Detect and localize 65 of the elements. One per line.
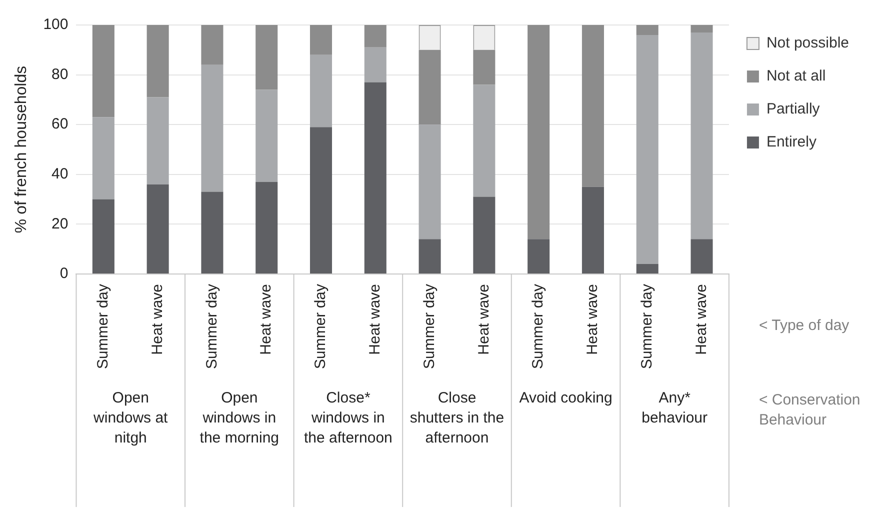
bar bbox=[146, 97, 169, 184]
bar bbox=[364, 82, 386, 274]
x-tick-label: Summer day bbox=[530, 283, 547, 370]
text: Close shutters in the afternoon bbox=[410, 390, 504, 447]
bar bbox=[364, 47, 386, 82]
bar bbox=[582, 25, 604, 187]
legend-label: Partially bbox=[766, 100, 820, 118]
bar bbox=[690, 32, 713, 240]
x-tick-label: Heat wave bbox=[366, 284, 384, 355]
bar bbox=[310, 25, 332, 55]
legend-label: Entirely bbox=[766, 134, 817, 151]
bar bbox=[473, 196, 496, 274]
x-tick-label: Heat wave bbox=[475, 284, 492, 355]
text: < Conservation Behaviour bbox=[758, 392, 860, 429]
x-tick-label: Heat wave bbox=[584, 284, 602, 355]
y-tick-label: 20 bbox=[52, 215, 68, 232]
x-tick-label: Summer day bbox=[638, 283, 656, 370]
bar bbox=[473, 84, 496, 197]
y-axis-title: % of french households bbox=[13, 66, 30, 234]
text: < Type of day bbox=[758, 317, 850, 334]
bar bbox=[201, 192, 224, 274]
y-tick-label: 80 bbox=[52, 66, 68, 83]
x-tick-label: Summer day bbox=[420, 283, 438, 370]
x-tick-label: Summer day bbox=[312, 283, 330, 370]
legend-label: Not at all bbox=[766, 68, 826, 85]
bar bbox=[636, 264, 658, 274]
x-tick-label: Heat wave bbox=[258, 284, 275, 355]
bar bbox=[92, 25, 114, 118]
bar bbox=[364, 25, 386, 48]
text: Close* windows in the afternoon bbox=[304, 390, 392, 447]
bar bbox=[418, 124, 441, 240]
text: Avoid cooking bbox=[519, 390, 612, 407]
bar bbox=[690, 239, 713, 274]
y-tick-label: 0 bbox=[60, 265, 68, 282]
bar bbox=[146, 184, 169, 274]
bar bbox=[201, 64, 224, 192]
bar bbox=[528, 239, 550, 274]
bar bbox=[636, 34, 658, 264]
bar bbox=[146, 25, 169, 98]
legend-label: Not possible bbox=[766, 34, 850, 52]
y-tick-label: 60 bbox=[52, 116, 68, 133]
bar bbox=[256, 90, 278, 182]
x-tick-label: Heat wave bbox=[148, 284, 166, 355]
bar bbox=[256, 25, 278, 90]
text: Any* behaviour bbox=[642, 390, 708, 427]
text: Open windows at nitgh bbox=[92, 390, 169, 447]
bar bbox=[201, 25, 224, 65]
x-tick-label: Summer day bbox=[203, 283, 220, 370]
x-tick-label: Summer day bbox=[94, 283, 112, 370]
bar bbox=[582, 186, 604, 274]
y-tick-label: 40 bbox=[52, 166, 68, 183]
bar bbox=[418, 50, 441, 125]
bar bbox=[690, 25, 713, 32]
text: Open windows in the morning bbox=[200, 390, 280, 447]
y-tick-label: 100 bbox=[43, 16, 68, 34]
x-tick-label: Heat wave bbox=[692, 284, 710, 355]
bar bbox=[473, 50, 496, 85]
bar bbox=[256, 182, 278, 274]
bar bbox=[528, 25, 550, 240]
bar bbox=[92, 117, 114, 200]
bar bbox=[310, 54, 332, 128]
bar bbox=[92, 199, 114, 274]
bar bbox=[418, 239, 441, 274]
bar bbox=[310, 127, 332, 274]
bar bbox=[636, 25, 658, 35]
